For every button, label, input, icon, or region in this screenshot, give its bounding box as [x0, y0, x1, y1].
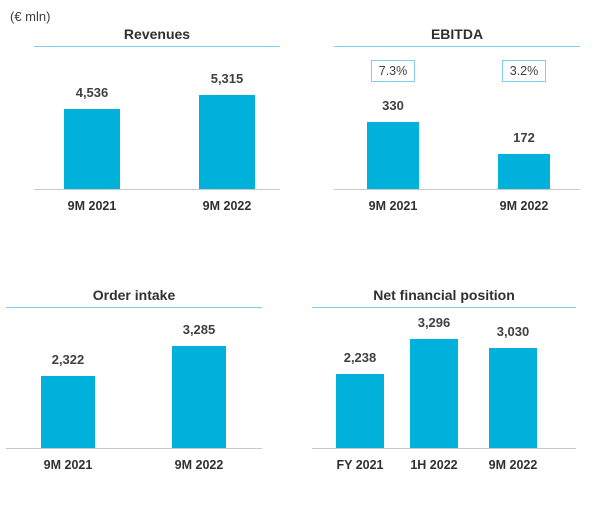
category-label: FY 2021: [336, 458, 384, 472]
data-label: 3,285: [182, 322, 216, 337]
ebitda-margin-badge: 3.2%: [502, 60, 546, 82]
ebitda-margin-badge: 7.3%: [371, 60, 415, 82]
bar-9m-2022: [489, 347, 537, 448]
data-label: 2,238: [343, 349, 377, 365]
bar-9m-2021: [64, 108, 120, 189]
category-label: 9M 2021: [368, 199, 418, 213]
chart-title: EBITDA: [430, 26, 484, 42]
unit-label: (€ mln): [10, 9, 51, 24]
title-rule: [6, 307, 262, 308]
bar-9m-2022: [199, 95, 255, 189]
data-label: 3,296: [417, 315, 451, 330]
data-label: 2,322: [51, 351, 85, 367]
baseline: [312, 448, 576, 449]
bar-9m-2022: [172, 346, 226, 448]
data-label: 4,536: [75, 84, 109, 100]
bar-9m-2021: [41, 375, 95, 448]
order-intake-chart: Order intake 2,322 9M 2021 3,285 9M 2022: [6, 285, 262, 480]
ebitda-chart: EBITDA 330 9M 2021 7.3% 172 9M 2022 3.2%: [334, 24, 580, 219]
baseline: [6, 448, 262, 449]
baseline: [34, 189, 280, 190]
net-financial-position-chart: Net financial position 2,238 FY 2021 3,296…: [312, 285, 576, 480]
data-label: 3,030: [496, 323, 530, 339]
data-label: 330: [382, 98, 404, 113]
revenues-chart: Revenues 4,536 9M 2021 5,315 9M 2022: [34, 24, 280, 219]
baseline: [334, 189, 580, 190]
title-rule: [312, 307, 576, 308]
category-label: 9M 2022: [488, 458, 538, 472]
category-label: 9M 2022: [499, 199, 549, 213]
bar-9m-2021: [367, 122, 419, 189]
category-label: 9M 2021: [43, 458, 93, 472]
category-label: 9M 2021: [67, 199, 117, 213]
title-rule: [34, 46, 280, 47]
category-label: 9M 2022: [202, 199, 252, 213]
bar-fy-2021: [336, 373, 384, 448]
bar-1h-2022: [410, 339, 458, 448]
category-label: 1H 2022: [410, 458, 458, 472]
category-label: 9M 2022: [174, 458, 224, 472]
bar-9m-2022: [498, 154, 550, 189]
chart-title: Revenues: [123, 26, 191, 42]
data-label: 172: [513, 130, 535, 146]
data-label: 5,315: [210, 71, 244, 86]
title-rule: [334, 46, 580, 47]
chart-title: Order intake: [92, 287, 176, 303]
chart-title: Net financial position: [373, 287, 515, 303]
